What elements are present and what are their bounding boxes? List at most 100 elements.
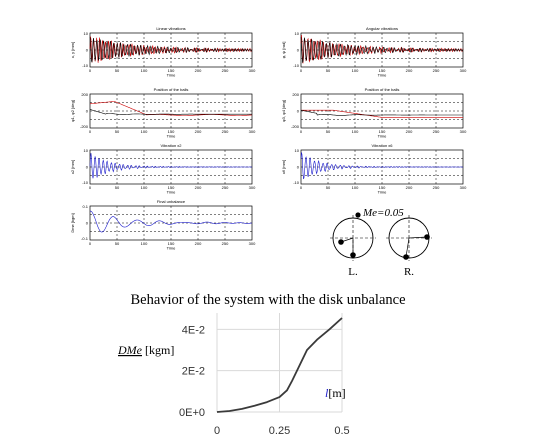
unbalance-mass <box>355 212 361 218</box>
x-tick-label: 100 <box>141 241 148 246</box>
x-tick-label: 300 <box>460 68 467 73</box>
signal-line <box>90 101 252 116</box>
y-tick-label: 10 <box>84 31 89 36</box>
x-axis-label: Time <box>167 246 177 251</box>
x-tick-label: 250 <box>222 185 229 190</box>
y-axis-label: φ3, φ4 [deg] <box>281 100 286 122</box>
x-tick-label: 250 <box>433 68 440 73</box>
x-tick-label: 0 <box>89 129 92 134</box>
y-tick-label: 0 <box>297 165 300 170</box>
y-tick-label: 0E+0 <box>179 407 205 419</box>
balancing-ball <box>350 252 356 258</box>
x-axis-label: l[m] <box>325 386 346 400</box>
y-tick-label: -10 <box>82 180 89 185</box>
y-tick-label: 0 <box>297 48 300 53</box>
disk-left <box>330 215 376 261</box>
y-axis-label: x2 [mm] <box>70 160 75 174</box>
signal-line <box>89 153 253 179</box>
x-tick-label: 200 <box>406 185 413 190</box>
x-tick-label: 250 <box>222 129 229 134</box>
x-axis-label: Time <box>378 134 388 139</box>
x-tick-label: 50 <box>115 241 120 246</box>
x-tick-label: 0 <box>300 68 303 73</box>
x-tick-label: 100 <box>352 68 359 73</box>
x-tick-label: 50 <box>326 129 331 134</box>
y-tick-label: -0.1 <box>81 236 89 241</box>
y-tick-label: 0.1 <box>82 204 88 209</box>
y-tick-label: -10 <box>82 63 89 68</box>
x-axis-label: Time <box>167 134 177 139</box>
x-tick-label: 0 <box>214 425 220 437</box>
y-tick-label: -200 <box>291 124 300 129</box>
y-tick-label: 10 <box>295 148 300 153</box>
x-tick-label: 250 <box>433 129 440 134</box>
y-tick-label: -200 <box>80 124 89 129</box>
y-tick-label: 200 <box>292 92 299 97</box>
signal-line <box>300 37 464 64</box>
signal-line <box>89 210 253 233</box>
unbalance-chart: 0E+0 2E-2 4E-2 0 0.25 0.5 DMe [kgm] l[m] <box>117 313 350 437</box>
balancing-ball <box>403 254 409 260</box>
x-tick-label: 150 <box>168 129 175 134</box>
y-axis-label: x6 [mm] <box>281 160 286 174</box>
panel-title: Vibration x6 <box>371 143 393 148</box>
series-line <box>216 317 343 413</box>
y-tick-label: 0 <box>86 109 89 114</box>
y-tick-label: 2E-2 <box>182 366 205 378</box>
y-axis-label: x, y [mm] <box>70 42 75 58</box>
x-tick-label: 300 <box>249 185 256 190</box>
x-tick-label: 100 <box>352 185 359 190</box>
figure-caption: Behavior of the system with the disk unb… <box>130 292 406 308</box>
me-label: Me=0.05 <box>362 207 404 219</box>
y-tick-label: 0 <box>297 109 300 114</box>
x-tick-label: 300 <box>460 185 467 190</box>
x-tick-label: 50 <box>115 129 120 134</box>
x-tick-label: 100 <box>141 129 148 134</box>
x-axis-label: Time <box>167 73 177 78</box>
x-tick-label: 150 <box>168 68 175 73</box>
x-tick-label: 100 <box>141 185 148 190</box>
signal-line <box>300 152 464 180</box>
x-tick-label: 0.5 <box>334 425 349 437</box>
balancing-ball <box>424 234 430 240</box>
ball-arm <box>405 237 410 258</box>
x-tick-label: 0 <box>89 68 92 73</box>
x-tick-label: 0 <box>89 185 92 190</box>
y-tick-label: -10 <box>293 180 300 185</box>
x-tick-label: 0 <box>300 185 303 190</box>
x-tick-label: 100 <box>352 129 359 134</box>
panel-title: Linear vibrations <box>156 26 185 31</box>
x-tick-label: 50 <box>326 185 331 190</box>
x-tick-label: 150 <box>168 241 175 246</box>
x-tick-label: 150 <box>379 185 386 190</box>
x-tick-label: 150 <box>168 185 175 190</box>
x-tick-label: 300 <box>460 129 467 134</box>
x-tick-label: 200 <box>195 68 202 73</box>
x-tick-label: 50 <box>115 185 120 190</box>
disk-label-left: L. <box>348 266 358 278</box>
signal-line <box>89 37 253 63</box>
y-tick-label: 0 <box>86 221 89 226</box>
x-tick-label: 300 <box>249 129 256 134</box>
x-tick-label: 250 <box>222 241 229 246</box>
panel-title: Position of the balls <box>154 87 189 92</box>
x-tick-label: 150 <box>379 68 386 73</box>
y-tick-label: 200 <box>81 92 88 97</box>
signal-line <box>301 109 463 118</box>
y-tick-label: 10 <box>295 31 300 36</box>
x-tick-label: 300 <box>249 68 256 73</box>
x-tick-label: 250 <box>433 185 440 190</box>
balancing-ball <box>338 239 344 245</box>
y-tick-label: 0 <box>86 48 89 53</box>
panel-title: Position of the balls <box>365 87 400 92</box>
signal-line <box>89 109 252 115</box>
y-axis-label: Dme [kgm] <box>70 213 75 232</box>
y-tick-label: 4E-2 <box>182 324 205 336</box>
x-tick-label: 0.25 <box>269 425 290 437</box>
x-tick-label: 200 <box>406 68 413 73</box>
